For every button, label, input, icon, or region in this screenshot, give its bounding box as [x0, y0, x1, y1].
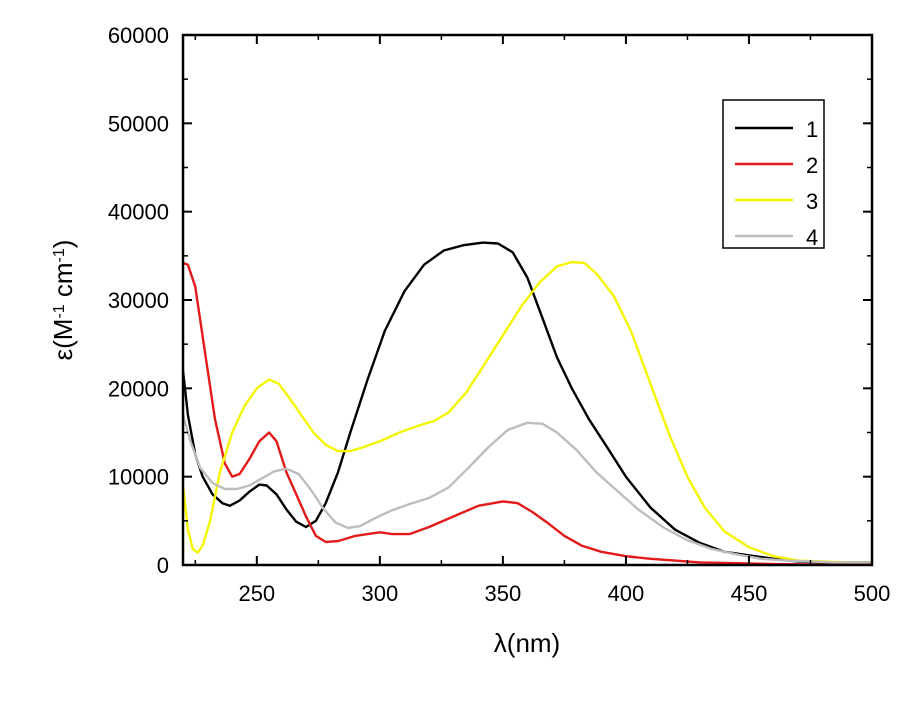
y-tick-label: 10000 [108, 465, 169, 490]
x-tick-label: 350 [485, 581, 522, 606]
series-line-4 [181, 414, 872, 564]
series-line-2 [182, 261, 873, 566]
legend-box [722, 99, 825, 249]
legend-label-2: 2 [806, 153, 818, 178]
x-tick-label: 250 [238, 581, 275, 606]
y-axis-title-mid: cm [48, 262, 78, 304]
tick-labels: 250 300 350 400 450 500 0 10000 20000 30000 40000 5… [108, 23, 891, 606]
y-axis-title: ε(M-1 cm-1) [48, 240, 78, 361]
series-line-3 [181, 260, 872, 564]
y-axis-title-base: ε(M [48, 319, 78, 361]
x-tick-label: 300 [361, 581, 398, 606]
x-axis-title: λ(nm) [494, 628, 560, 658]
x-tick-label: 450 [731, 581, 768, 606]
y-tick-label: 0 [157, 553, 169, 578]
series-line-1 [181, 241, 872, 564]
x-tick-label: 500 [854, 581, 891, 606]
y-axis-title-exp1: -1 [51, 304, 68, 318]
y-tick-label: 60000 [108, 23, 169, 48]
legend: 1 2 3 4 [722, 99, 825, 250]
y-tick-label: 20000 [108, 376, 169, 401]
y-tick-label: 50000 [108, 111, 169, 136]
legend-label-3: 3 [806, 189, 818, 214]
plot-lines [181, 241, 873, 566]
y-axis-title-end: ) [48, 240, 78, 249]
axis-ticks [183, 34, 873, 566]
y-tick-label: 40000 [108, 200, 169, 225]
y-axis-title-exp2: -1 [51, 248, 68, 262]
y-tick-label: 30000 [108, 288, 169, 313]
legend-label-1: 1 [806, 117, 818, 142]
legend-label-4: 4 [806, 225, 818, 250]
x-tick-label: 400 [608, 581, 645, 606]
